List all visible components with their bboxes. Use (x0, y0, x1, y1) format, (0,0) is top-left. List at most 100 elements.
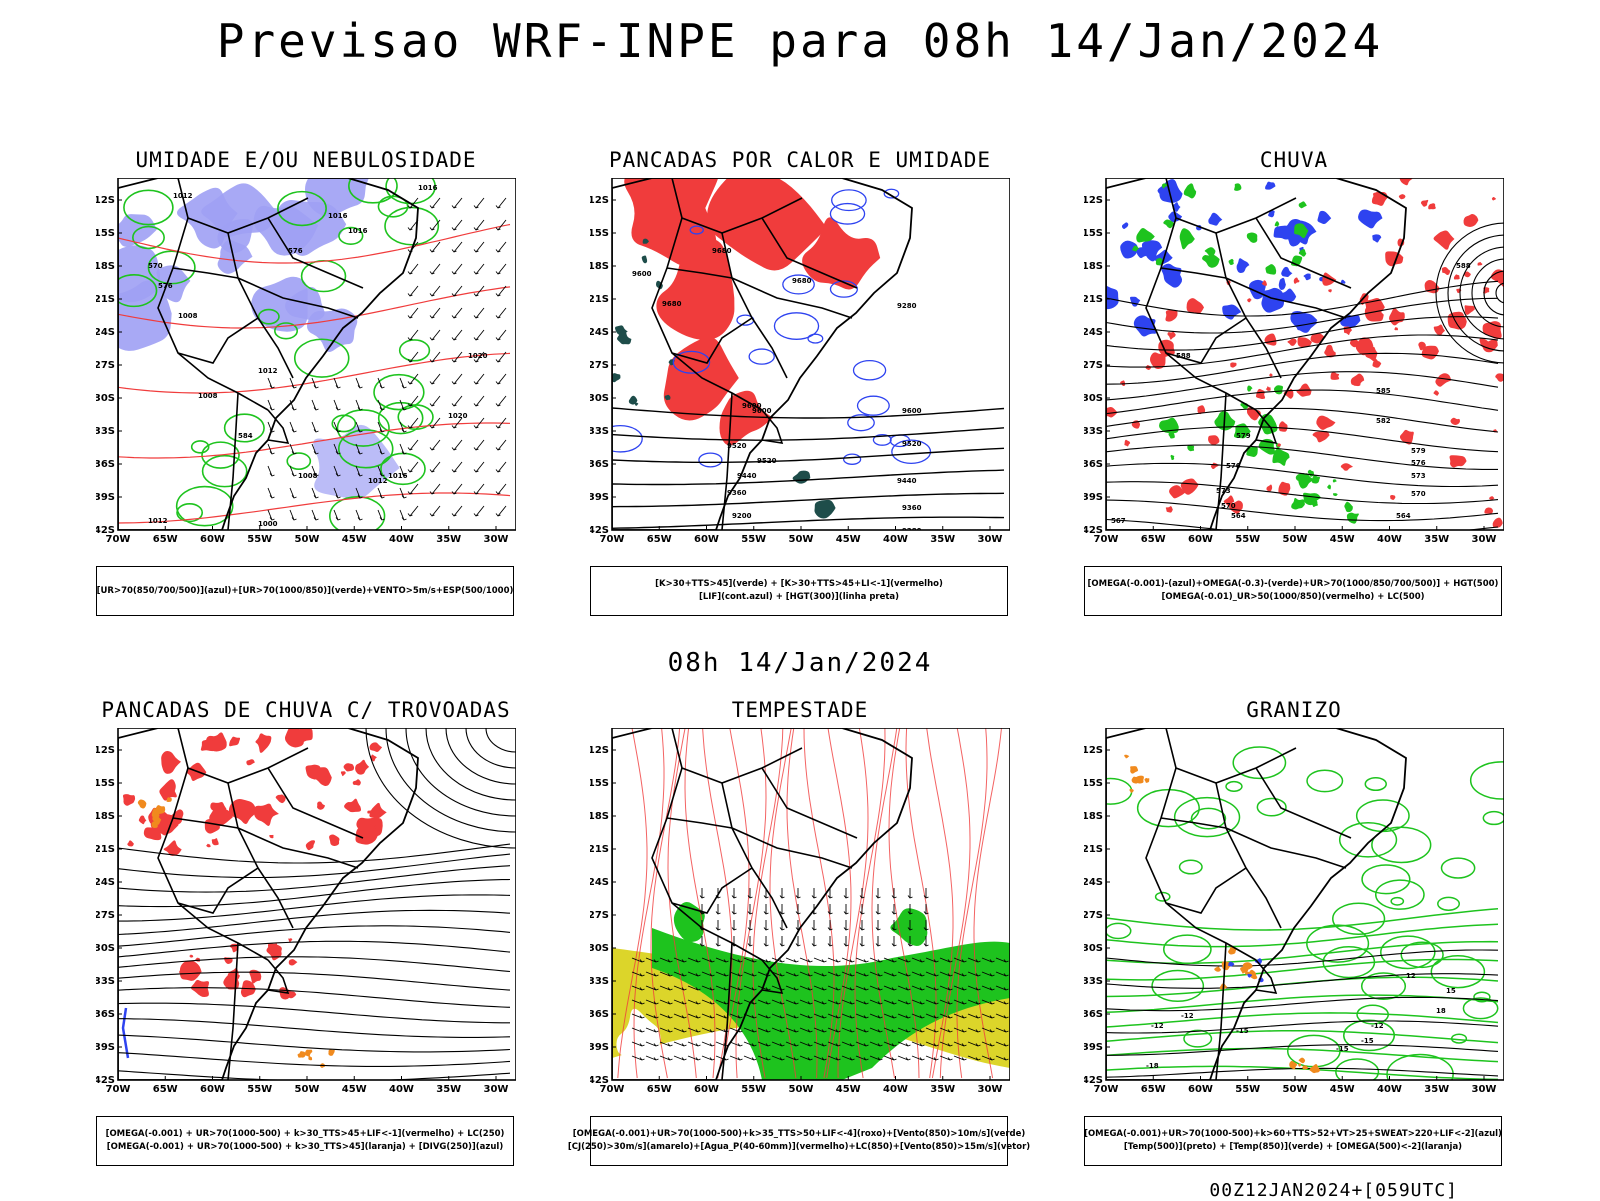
wind-vector (377, 399, 385, 411)
instability-area (628, 395, 638, 405)
map-frame (611, 728, 1010, 1081)
geopotential-contour (1106, 499, 1499, 522)
omega-area (1302, 1065, 1309, 1070)
wind-vector (827, 957, 841, 963)
temperature-850-contour (1440, 857, 1476, 879)
rain-area (1298, 249, 1307, 257)
wind-vector (891, 920, 897, 931)
wind-vector (659, 999, 673, 1005)
wind-vector (859, 888, 865, 899)
wind-vector (883, 1055, 897, 1061)
streamline (485, 728, 516, 753)
rain-area (1355, 337, 1374, 356)
latitude-label: 27S (590, 910, 609, 921)
legend-line: [OMEGA(-0.001) + UR>70(1000-500) + k>30_… (105, 1129, 505, 1139)
footer-run-id: 00Z12JAN2024+[059UTC] (1209, 1180, 1458, 1201)
rain-area (1344, 501, 1353, 513)
wind-vector (771, 1027, 785, 1033)
wind-vector (841, 971, 855, 977)
rain-area (1327, 484, 1331, 490)
longitude-label: 65W (647, 1084, 672, 1095)
map-frame (611, 178, 1010, 531)
lifted-index-contour (612, 424, 643, 453)
wind-vector (473, 263, 485, 275)
wind-vector (859, 920, 865, 931)
rain-area (1477, 261, 1483, 266)
wind-vector (907, 920, 913, 931)
rain-area (1170, 454, 1175, 461)
wind-vector (841, 999, 855, 1005)
wind-vector (267, 465, 275, 477)
wind-vector (843, 904, 849, 915)
temperature-850-contour (1173, 796, 1241, 838)
humidity-contour (201, 441, 240, 469)
wind-vector (939, 1027, 953, 1033)
country-border (1215, 392, 1227, 530)
wind-vector (827, 1055, 841, 1061)
wind-vector (429, 373, 441, 385)
wind-vector (869, 999, 883, 1005)
contour-label: 567 (1111, 517, 1126, 525)
wind-vector (911, 1055, 925, 1061)
contour-label: 1008 (198, 392, 218, 400)
wind-vector (995, 999, 1009, 1005)
map-tempestade: 12S 15S 18S 21S 24S 27S 30S 33S 36S 39S 42S 70W 65W 6… (590, 728, 1010, 1100)
storm-area (305, 840, 316, 851)
precipitable-water-contour (956, 728, 988, 1079)
country-border (731, 277, 853, 319)
wind-vector (925, 1055, 939, 1061)
wind-vector (981, 1055, 995, 1061)
longitude-label: 60W (1188, 1084, 1213, 1095)
temperature-850-contour (1106, 923, 1499, 948)
country-border (1255, 217, 1352, 289)
rain-area (1371, 191, 1385, 205)
wind-vector (827, 971, 841, 977)
country-border (1165, 867, 1247, 914)
rain-area (1230, 362, 1237, 368)
streamline (118, 971, 511, 991)
contour-label: -15 (1361, 1037, 1374, 1045)
rain-area (1333, 493, 1338, 497)
wind-vector (451, 417, 463, 429)
rain-area (1255, 388, 1266, 400)
contour-label: 573 (1411, 472, 1426, 480)
legend-line: [LIF](cont.azul) + [HGT(300)](linha pret… (698, 592, 900, 602)
temperature-850-contour (1380, 935, 1436, 970)
wind-vector (451, 219, 463, 231)
streamline (118, 1034, 511, 1053)
precipitable-water-contour (871, 728, 898, 1079)
geopotential-contour (1106, 352, 1499, 385)
longitude-label: 65W (647, 534, 672, 545)
wind-vector (939, 985, 953, 991)
rain-area (1312, 431, 1330, 443)
contour-label: 1016 (418, 184, 438, 192)
wind-vector (631, 985, 645, 991)
legend-line: [OMEGA(-0.001)-(azul)+OMEGA(-0.3)-(verde… (1087, 579, 1499, 589)
wind-vector (925, 985, 939, 991)
latitude-label: 24S (96, 877, 115, 888)
wind-vector (743, 1027, 757, 1033)
wind-vector (451, 329, 463, 341)
rain-area (1316, 415, 1336, 430)
temperature-850-contour (1462, 997, 1499, 1020)
rain-area (1246, 232, 1258, 243)
latitude-label: 15S (1084, 228, 1103, 239)
streamline (445, 728, 516, 785)
legend-line: [OMEGA(-0.01)_UR>50(1000/850)(vermelho) … (1161, 592, 1425, 602)
humidity-area (285, 286, 325, 321)
wind-vector (967, 985, 981, 991)
wind-vector (645, 971, 659, 977)
temperature-850-contour (1437, 896, 1461, 911)
rain-area (1428, 203, 1436, 210)
rain-area (1106, 285, 1119, 310)
rain-area (1420, 199, 1429, 207)
wind-vector (923, 904, 929, 915)
wind-vector (451, 263, 463, 275)
omega-area (1144, 777, 1150, 783)
wind-vector (925, 1027, 939, 1033)
country-border (1160, 817, 1227, 829)
temperature-850-contour (1306, 769, 1344, 793)
map-field: 9680968096009680952096009600952094409360… (612, 178, 1010, 530)
precipitable-water-contour (905, 728, 937, 1079)
